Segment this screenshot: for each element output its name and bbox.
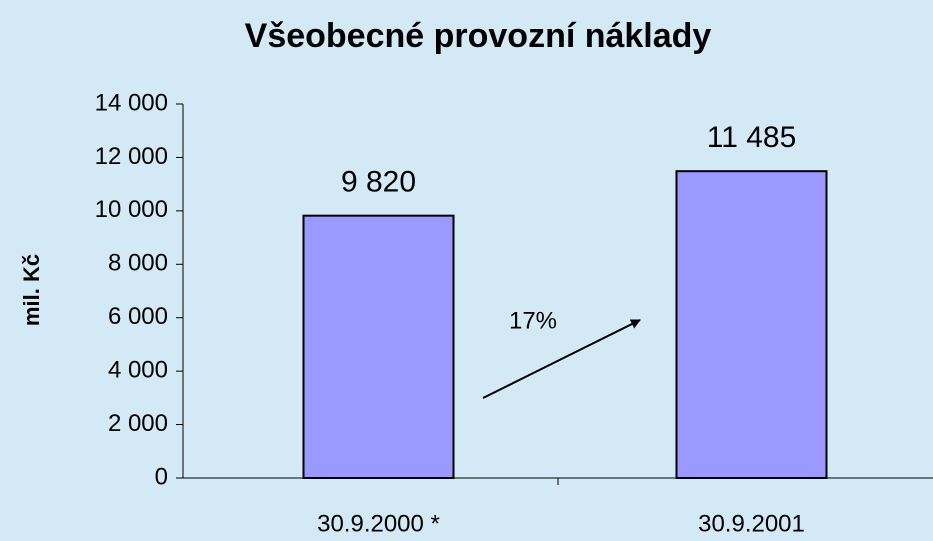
chart-title: Všeobecné provozní náklady xyxy=(245,17,712,55)
value-label: 11 485 xyxy=(707,121,797,154)
y-tick-label: 10 000 xyxy=(95,196,168,223)
x-tick-label: 30.9.2001 xyxy=(698,510,805,537)
y-tick-label: 0 xyxy=(155,463,168,490)
y-tick-label: 14 000 xyxy=(95,89,168,116)
bar xyxy=(302,214,455,479)
y-tick-label: 12 000 xyxy=(95,143,168,170)
y-tick-label: 6 000 xyxy=(108,303,168,330)
annotation: 17% xyxy=(509,307,557,334)
y-tick-label: 4 000 xyxy=(108,356,168,383)
x-tick-label: 30.9.2000 * xyxy=(317,510,440,537)
y-tick-label: 2 000 xyxy=(108,410,168,437)
y-tick-label: 8 000 xyxy=(108,250,168,277)
bar xyxy=(675,170,828,479)
y-axis-label: mil. Kč xyxy=(19,254,44,326)
value-label: 9 820 xyxy=(341,166,416,199)
arrow xyxy=(482,319,641,399)
